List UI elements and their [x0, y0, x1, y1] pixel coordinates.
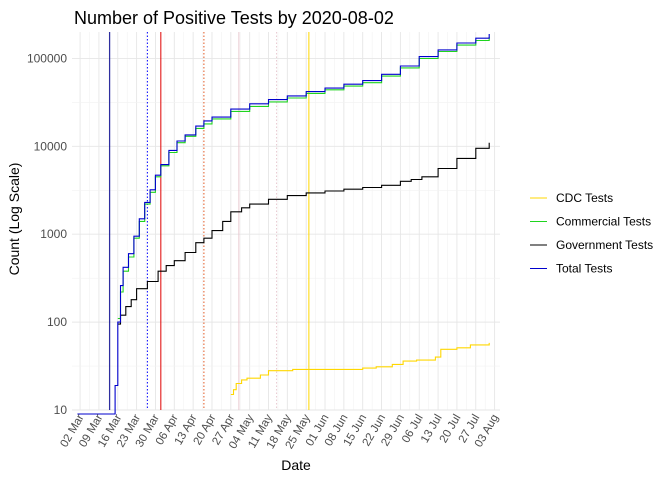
series-line — [230, 342, 490, 396]
y-tick-label: 1000 — [40, 227, 67, 241]
legend-label: Total Tests — [556, 262, 612, 276]
y-tick-label: 10 — [54, 403, 68, 417]
x-axis-label: Date — [281, 457, 311, 473]
legend: CDC Tests Commercial Tests Government Test… — [530, 191, 653, 276]
series-line — [117, 37, 490, 320]
series — [77, 34, 490, 415]
y-axis-label: Count (Log Scale) — [6, 163, 22, 276]
grid — [72, 32, 500, 411]
y-axis-ticks: 10 100 1000 10000 100000 — [27, 51, 67, 417]
series-line — [117, 142, 490, 325]
legend-label: Commercial Tests — [556, 215, 651, 229]
legend-label: Government Tests — [556, 238, 653, 252]
y-tick-label: 100 — [47, 315, 67, 329]
y-tick-label: 10000 — [34, 139, 68, 153]
legend-label: CDC Tests — [556, 191, 613, 205]
y-tick-label: 100000 — [27, 51, 67, 65]
chart-title: Number of Positive Tests by 2020-08-02 — [74, 8, 394, 28]
series-line — [77, 34, 490, 415]
reference-lines — [109, 32, 310, 410]
